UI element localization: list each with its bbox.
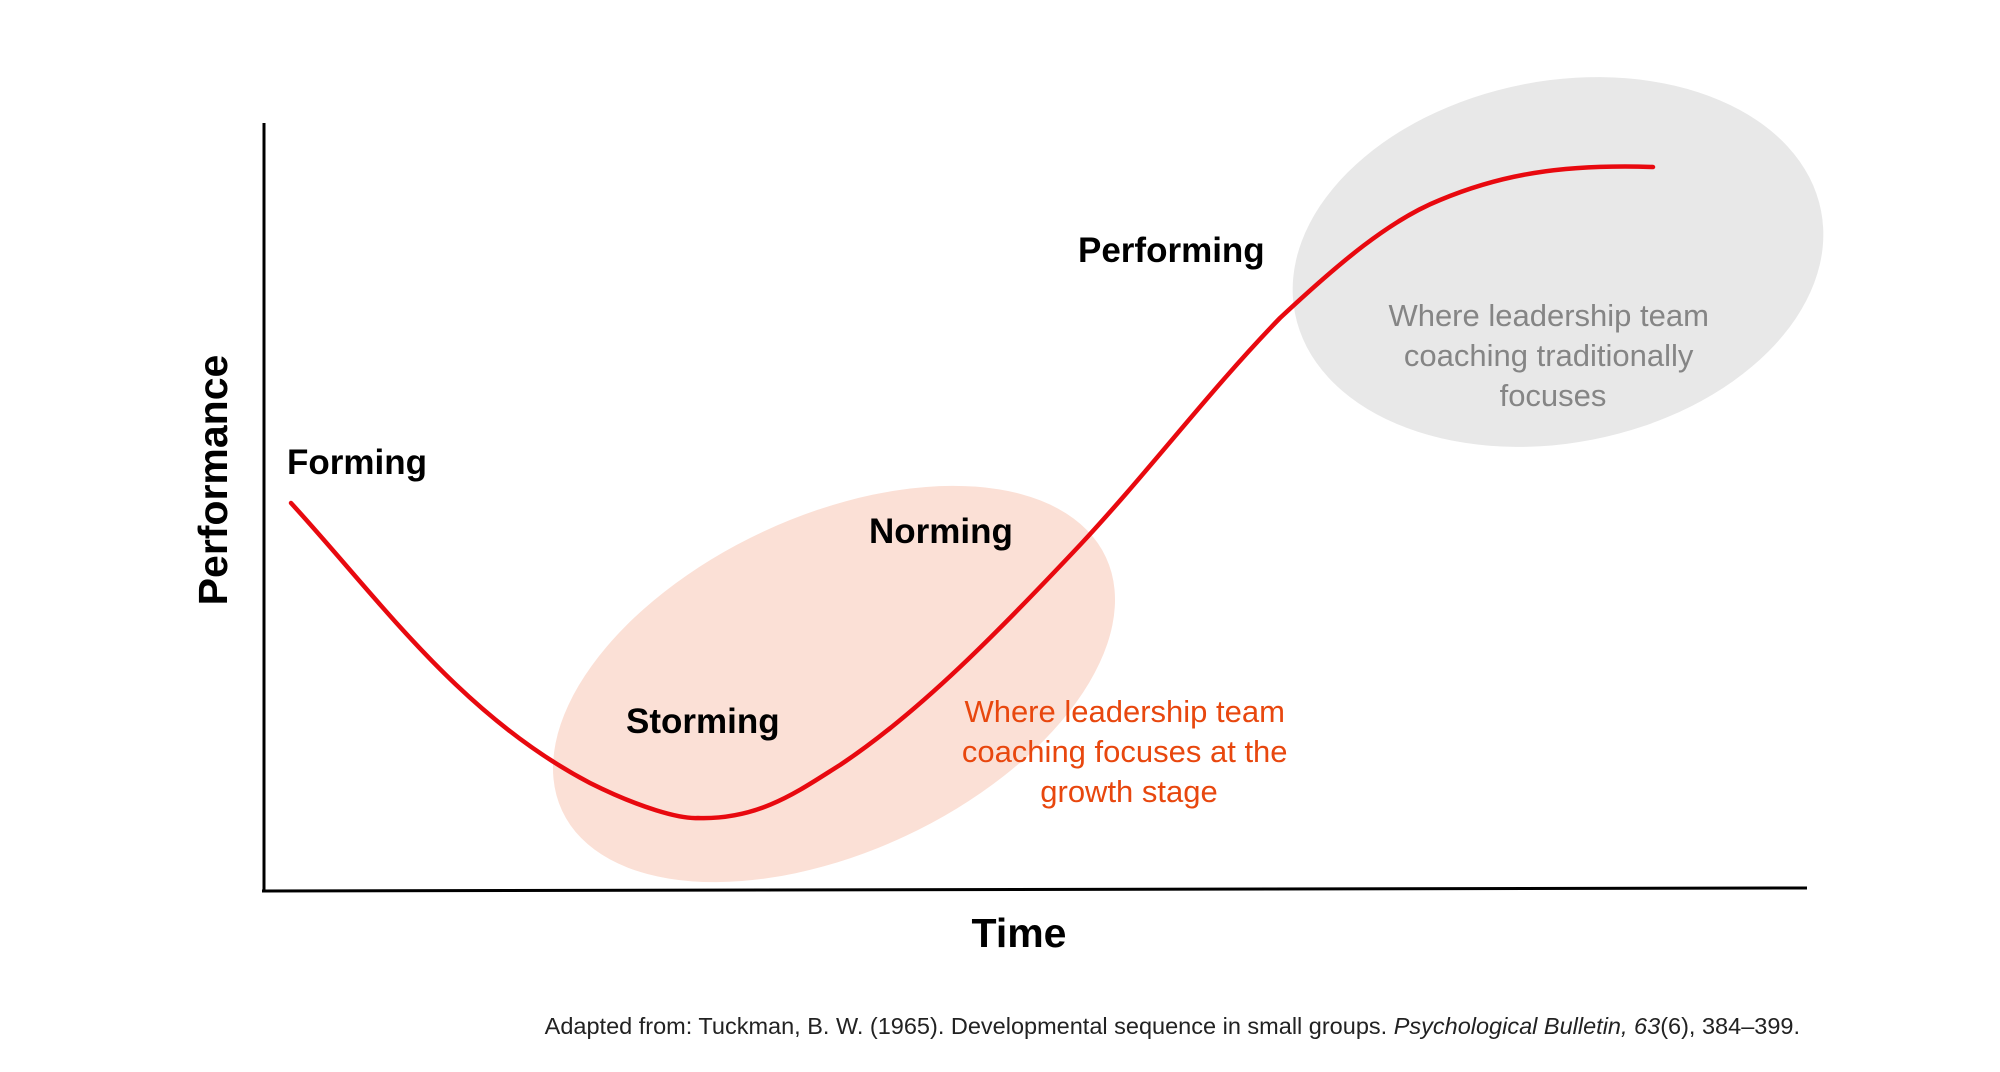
growth-zone-ellipse xyxy=(552,485,1116,883)
traditional-zone-line: Where leadership team xyxy=(1388,298,1709,333)
traditional-zone-line: coaching traditionally xyxy=(1404,338,1694,373)
growth-zone-line: coaching focuses at the xyxy=(962,734,1288,769)
x-axis-line xyxy=(261,886,1808,893)
performance-curve xyxy=(288,164,1656,821)
citation-journal: Psychological Bulletin, 63 xyxy=(1393,1013,1661,1039)
stage-label-storming: Storming xyxy=(626,702,780,741)
y-axis-label: Performance xyxy=(190,355,236,606)
citation-text: Adapted from: Tuckman, B. W. (1965). Dev… xyxy=(544,1013,1394,1039)
traditional-zone-annotation: Where leadership team coaching tradition… xyxy=(1388,298,1717,413)
stage-label-performing: Performing xyxy=(1078,231,1265,270)
growth-zone-annotation: Where leadership team coaching focuses a… xyxy=(962,694,1296,809)
traditional-zone-line: focuses xyxy=(1500,378,1607,413)
citation: Adapted from: Tuckman, B. W. (1965). Dev… xyxy=(0,1013,1800,1040)
stage-label-forming: Forming xyxy=(287,443,427,482)
stage-label-norming: Norming xyxy=(869,512,1013,551)
x-axis-label: Time xyxy=(972,910,1067,956)
citation-issue-pages: (6), 384–399. xyxy=(1660,1013,1800,1039)
growth-zone-line: Where leadership team xyxy=(964,694,1285,729)
traditional-zone-ellipse xyxy=(1292,77,1824,447)
growth-zone-line: growth stage xyxy=(1040,774,1218,809)
